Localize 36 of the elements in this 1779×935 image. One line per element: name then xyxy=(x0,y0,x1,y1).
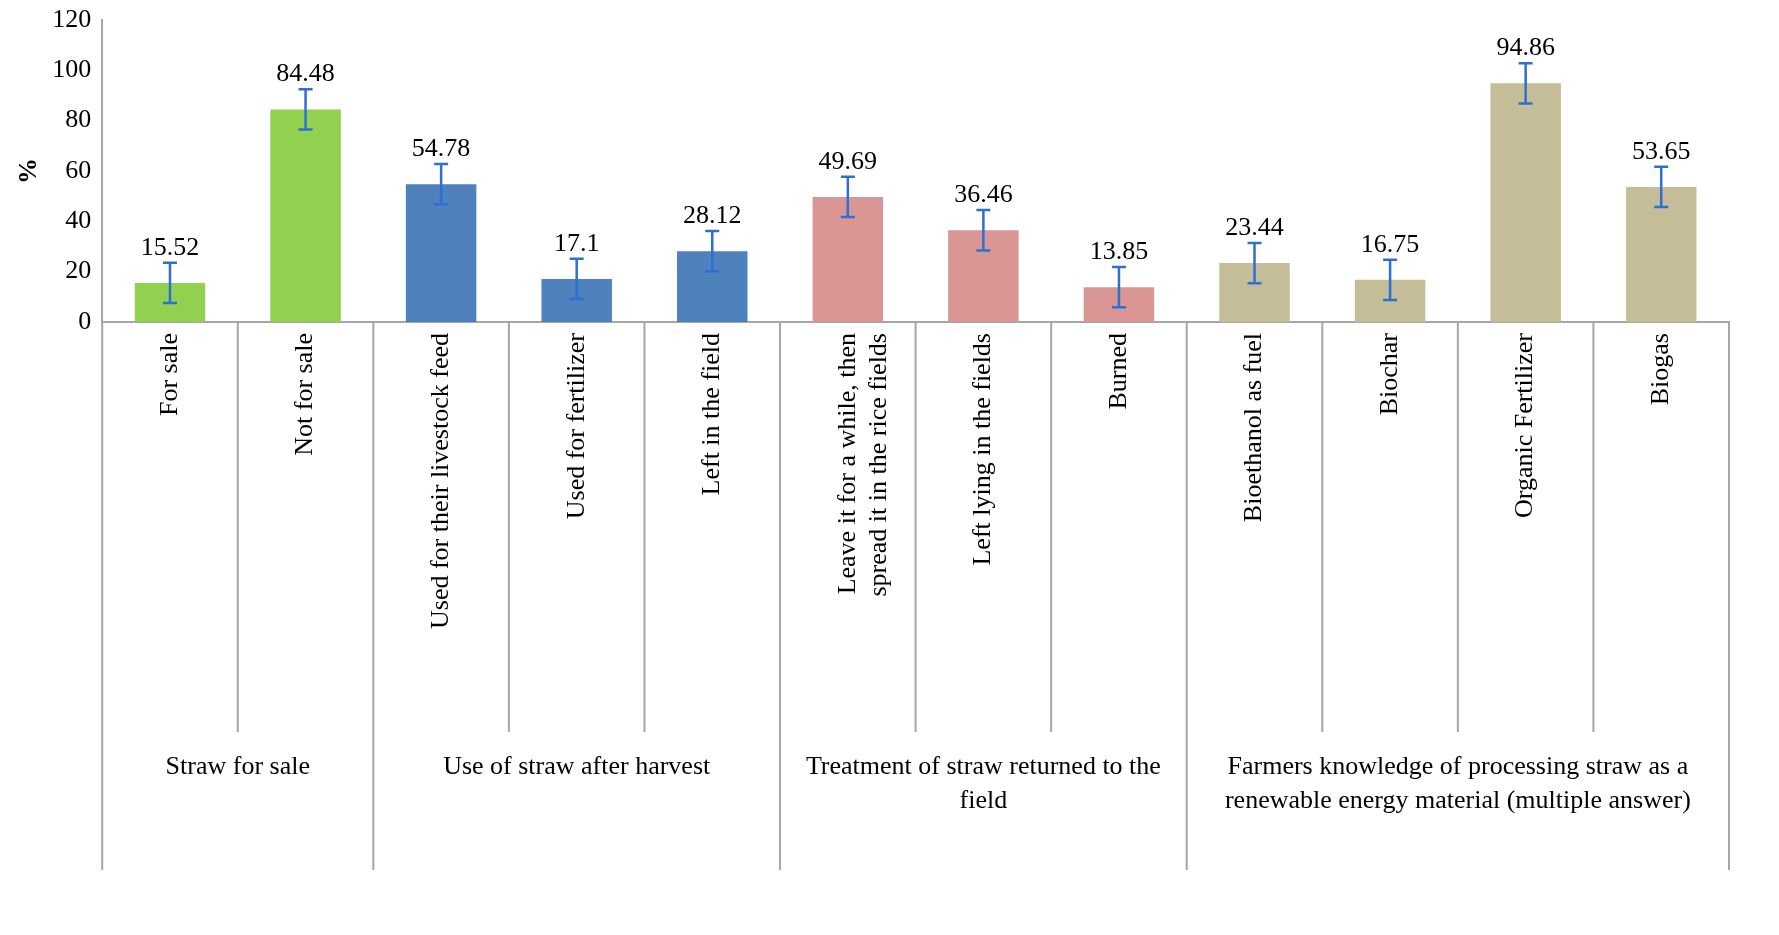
y-tick-label: 40 xyxy=(65,205,92,235)
y-tick-label: 100 xyxy=(52,54,92,84)
data-label: 49.69 xyxy=(818,145,878,175)
text: Farmers knowledge of processing straw as a renewable energy material (multiple answer) xyxy=(1224,750,1691,814)
y-tick-label: 60 xyxy=(65,154,92,184)
y-tick-label: 120 xyxy=(52,3,92,33)
data-label: 53.65 xyxy=(1631,135,1691,165)
x-tick-label: Bioethanol as fuel xyxy=(1238,333,1268,523)
x-tick-label: Biogas xyxy=(1645,333,1675,406)
text: Straw for sale xyxy=(165,750,310,780)
x-tick-label: Biochar xyxy=(1373,332,1403,416)
x-tick-label: Used for fertilizer xyxy=(560,332,590,520)
text: Use of straw after harvest xyxy=(443,750,712,780)
x-tick-label: Left lying in the fields xyxy=(967,333,997,566)
data-label: 94.86 xyxy=(1496,31,1555,61)
x-tick-label: Leave it for a while, then spread it in the rice fields xyxy=(831,333,892,597)
data-label: 54.78 xyxy=(411,132,471,162)
data-label: 15.52 xyxy=(140,231,200,261)
text: Treatment of straw returned to the field xyxy=(805,750,1161,814)
y-tick-label: 0 xyxy=(78,305,92,335)
x-tick-label: Used for their livestock feed xyxy=(424,333,454,630)
data-label: 17.1 xyxy=(553,227,600,257)
x-tick-label: Left in the field xyxy=(696,333,726,496)
data-label: 84.48 xyxy=(276,58,335,88)
x-tick-label: Organic Fertilizer xyxy=(1509,332,1539,519)
data-label: 36.46 xyxy=(954,178,1013,208)
x-tick-label: For sale xyxy=(153,333,183,417)
y-tick-label: 20 xyxy=(65,255,92,285)
x-tick-label: Not for sale xyxy=(289,333,319,456)
data-label: 16.75 xyxy=(1360,228,1420,258)
y-tick-label: 80 xyxy=(65,104,92,134)
data-label: 28.12 xyxy=(683,199,742,229)
y-axis-title: % xyxy=(13,158,43,184)
data-label: 23.44 xyxy=(1225,211,1284,241)
data-label: 13.85 xyxy=(1089,235,1149,265)
x-tick-label: Burned xyxy=(1102,333,1132,410)
